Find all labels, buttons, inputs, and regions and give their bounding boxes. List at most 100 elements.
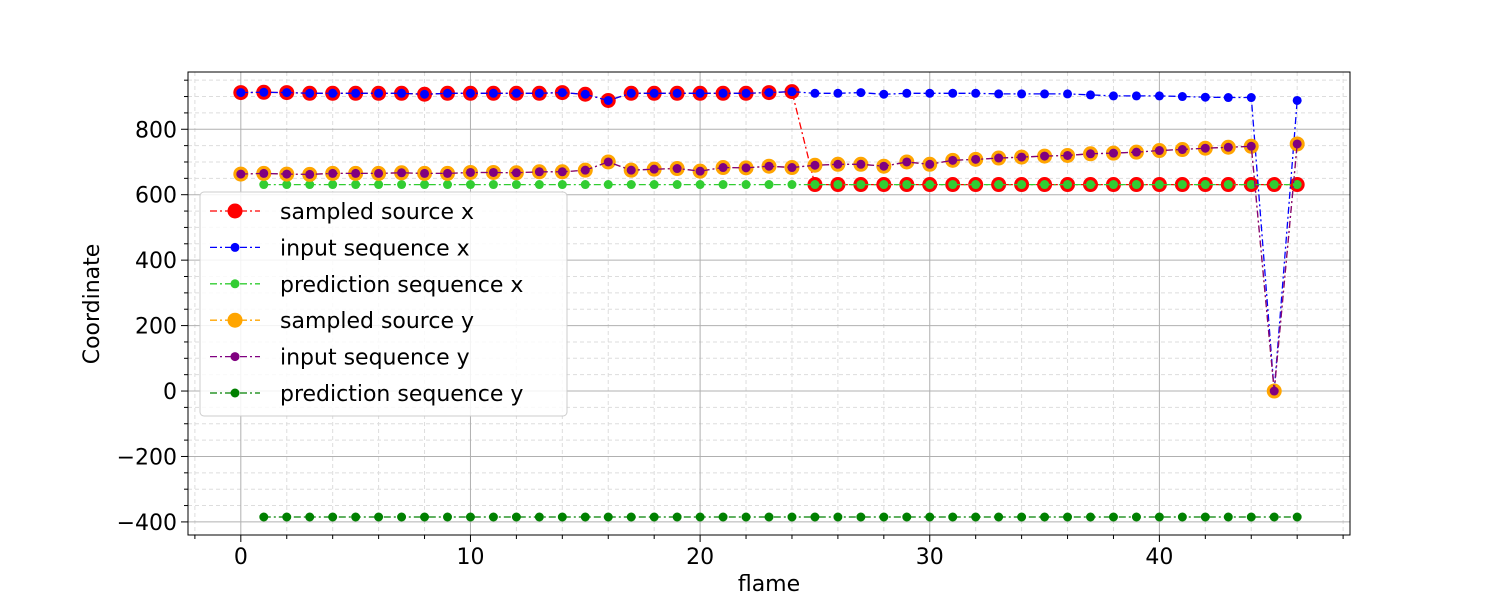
data-point — [557, 512, 567, 522]
data-point — [1154, 180, 1164, 190]
data-point — [1246, 180, 1256, 190]
y-tick-label: −200 — [117, 445, 177, 470]
data-point — [902, 180, 912, 190]
data-point — [1292, 95, 1302, 105]
data-point — [787, 512, 797, 522]
data-point — [649, 180, 659, 190]
data-point — [787, 87, 797, 97]
legend-label: input sequence y — [280, 346, 470, 371]
data-point — [1177, 512, 1187, 522]
data-point — [925, 88, 935, 98]
data-point — [718, 512, 728, 522]
data-point — [534, 180, 544, 190]
data-point — [282, 88, 292, 98]
data-point — [1063, 180, 1073, 190]
legend-item: prediction sequence y — [210, 382, 523, 407]
data-point — [810, 512, 820, 522]
legend-marker — [230, 388, 240, 398]
data-point — [1177, 92, 1187, 102]
data-point — [1040, 89, 1050, 99]
y-tick-label: 400 — [135, 249, 177, 274]
data-point — [902, 88, 912, 98]
x-tick-label: 20 — [686, 545, 714, 570]
data-point — [695, 512, 705, 522]
data-point — [764, 512, 774, 522]
data-point — [1131, 91, 1141, 101]
y-tick-label: −400 — [117, 511, 177, 536]
data-point — [1177, 180, 1187, 190]
data-point — [1086, 149, 1096, 159]
plot-series — [233, 84, 1305, 522]
data-point — [1200, 92, 1210, 102]
data-point — [374, 180, 384, 190]
data-point — [1086, 512, 1096, 522]
data-point — [1017, 89, 1027, 99]
data-point — [1269, 512, 1279, 522]
data-point — [856, 512, 866, 522]
data-point — [1108, 148, 1118, 158]
data-point — [902, 512, 912, 522]
data-point — [351, 168, 361, 178]
data-point — [879, 89, 889, 99]
data-point — [810, 88, 820, 98]
data-point — [856, 159, 866, 169]
data-point — [810, 180, 820, 190]
data-point — [557, 167, 567, 177]
data-point — [488, 167, 498, 177]
data-point — [1292, 139, 1302, 149]
data-point — [305, 512, 315, 522]
data-point — [465, 180, 475, 190]
data-point — [948, 155, 958, 165]
legend-item: input sequence x — [210, 236, 470, 261]
data-point — [534, 88, 544, 98]
data-point — [282, 169, 292, 179]
data-point — [1017, 180, 1027, 190]
data-point — [442, 88, 452, 98]
data-point — [1063, 512, 1073, 522]
data-point — [488, 88, 498, 98]
data-point — [856, 180, 866, 190]
data-point — [465, 167, 475, 177]
data-point — [971, 88, 981, 98]
data-point — [282, 180, 292, 190]
data-point — [672, 512, 682, 522]
data-point — [420, 180, 430, 190]
data-point — [1040, 512, 1050, 522]
data-point — [259, 512, 269, 522]
series-1 — [236, 87, 1302, 396]
data-point — [1246, 93, 1256, 103]
data-point — [351, 512, 361, 522]
data-point — [856, 88, 866, 98]
data-point — [1177, 145, 1187, 155]
plot-frame — [187, 71, 1351, 536]
data-point — [902, 157, 912, 167]
data-point — [351, 88, 361, 98]
data-point — [328, 168, 338, 178]
data-point — [465, 512, 475, 522]
data-point — [374, 168, 384, 178]
data-point — [259, 87, 269, 97]
data-point — [1200, 512, 1210, 522]
data-point — [672, 88, 682, 98]
data-point — [1269, 386, 1279, 396]
data-point — [1108, 512, 1118, 522]
data-point — [695, 88, 705, 98]
data-point — [1154, 146, 1164, 156]
data-point — [695, 166, 705, 176]
data-point — [672, 180, 682, 190]
data-point — [1086, 90, 1096, 100]
data-point — [557, 88, 567, 98]
data-point — [603, 157, 613, 167]
data-point — [1223, 93, 1233, 103]
data-point — [488, 512, 498, 522]
data-point — [442, 168, 452, 178]
data-point — [994, 512, 1004, 522]
y-axis-label: Coordinate — [80, 244, 105, 365]
data-point — [833, 88, 843, 98]
data-point — [994, 153, 1004, 163]
data-point — [649, 512, 659, 522]
data-point — [420, 89, 430, 99]
data-point — [351, 180, 361, 190]
data-point — [1063, 150, 1073, 160]
data-point — [305, 180, 315, 190]
